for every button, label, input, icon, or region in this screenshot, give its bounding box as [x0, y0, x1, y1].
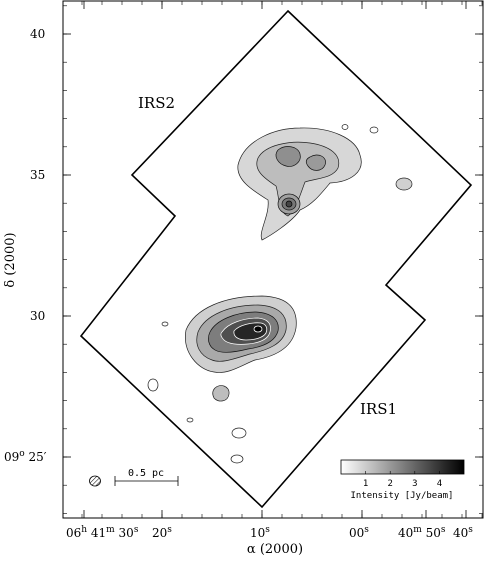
irs2-blob-east	[395, 177, 413, 191]
dec-tick-label: 40	[30, 27, 45, 41]
irs1-blob-south	[212, 385, 230, 402]
dec-tick-label: 09o 25′	[4, 449, 47, 464]
irs1-blob-w	[161, 321, 169, 327]
irs1-peak-core	[253, 325, 263, 333]
irs2-peak-south-core	[285, 200, 293, 208]
colorbar-tick-label: 4	[437, 479, 442, 489]
x-axis-title: α (2000)	[247, 542, 303, 557]
dec-tick-label: 35	[30, 168, 45, 182]
irs2-blob-n	[341, 124, 349, 130]
colorbar-tick-label: 2	[387, 479, 392, 489]
irs2-peak-east	[305, 154, 326, 171]
ra-tick-label: 40m 50s	[398, 525, 446, 540]
irs2-label: IRS2	[138, 94, 175, 112]
colorbar-tick-label: 1	[363, 479, 368, 489]
ra-tick-label: 00s	[349, 525, 369, 540]
beam-ellipse-icon	[89, 475, 101, 487]
ra-tick-labels: 06h 41m 30s 20s 10s 00s 40m 50s 40s	[66, 525, 473, 540]
ra-tick-label: 40s	[453, 525, 473, 540]
colorbar-gradient	[340, 459, 465, 475]
irs1-blob-sw-2	[230, 454, 244, 464]
ra-tick-label: 20s	[152, 525, 172, 540]
y-axis-title: δ (2000)	[3, 232, 18, 287]
scale-bar-label: 0.5 pc	[128, 468, 164, 479]
ra-tick-label: 06h 41m 30s	[66, 525, 139, 540]
irs2-peak-north	[275, 146, 301, 167]
irs2-blob-ne	[369, 126, 379, 134]
survey-boundary	[79, 9, 473, 509]
axis-ticks	[63, 1, 483, 518]
irs1-blob-w2	[186, 417, 194, 423]
colorbar-tick-label: 3	[412, 479, 417, 489]
irs1-blob-sw-1	[231, 427, 247, 439]
colorbar: 1 2 3 4 Intensity [Jy/beam]	[340, 459, 465, 501]
dec-tick-label: 30	[30, 309, 45, 323]
irs1-label: IRS1	[360, 400, 397, 418]
plot-frame	[62, 0, 484, 519]
irs2-emission	[237, 124, 413, 241]
irs1-blob-west	[147, 378, 159, 392]
dec-tick-labels: 40 35 30 09o 25′	[4, 27, 47, 464]
scale-bar: 0.5 pc	[114, 468, 179, 486]
ra-tick-label: 10s	[250, 525, 270, 540]
irs1-emission	[147, 295, 297, 464]
colorbar-label: Intensity [Jy/beam]	[351, 491, 454, 501]
